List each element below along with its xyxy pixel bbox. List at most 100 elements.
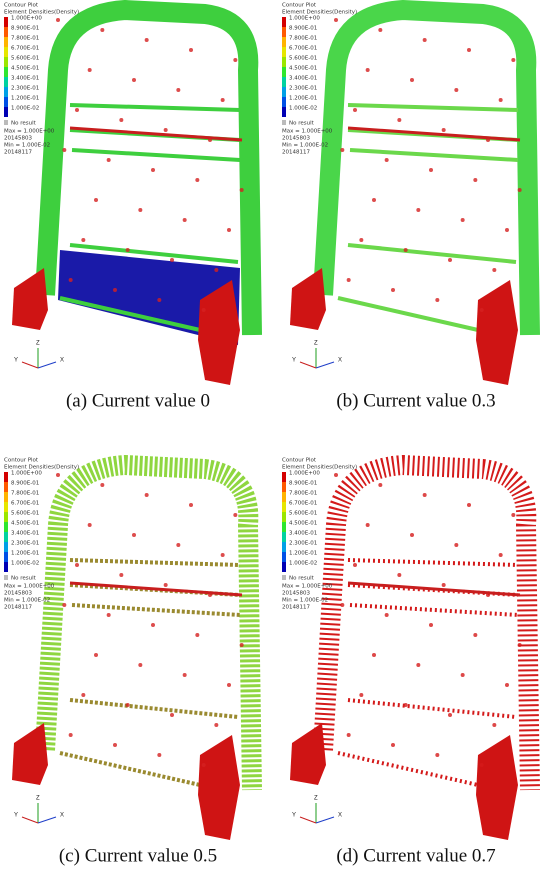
- density-spot: [372, 198, 376, 202]
- legend-swatch: [282, 532, 286, 542]
- density-spot: [366, 523, 370, 527]
- density-spot: [410, 533, 414, 537]
- legend-swatch: [282, 562, 286, 572]
- cross-bar: [348, 245, 516, 262]
- legend-max-id: 20145803: [4, 136, 32, 142]
- legend-level: 8.900E-01: [11, 26, 39, 32]
- legend-no-result: No result: [11, 576, 37, 582]
- legend-swatch: [4, 512, 8, 522]
- density-spot: [240, 643, 244, 647]
- density-spot: [145, 493, 149, 497]
- legend-swatch: [282, 552, 286, 562]
- density-spot: [107, 613, 111, 617]
- axis-arrow: [316, 362, 334, 368]
- density-spot: [132, 78, 136, 82]
- density-spot: [56, 473, 60, 477]
- legend-min: Min = 1.000E-02: [282, 143, 328, 149]
- legend-no-result: No result: [11, 121, 37, 127]
- density-spot: [340, 603, 344, 607]
- axis-arrow: [38, 362, 56, 368]
- legend-level: 1.200E-01: [11, 96, 39, 102]
- cross-bar: [70, 583, 242, 595]
- bracket: [12, 723, 48, 785]
- density-spot: [435, 753, 439, 757]
- density-spot: [372, 653, 376, 657]
- legend-no-result: No result: [289, 576, 315, 582]
- density-spot: [157, 298, 161, 302]
- legend-level: 3.400E-01: [11, 76, 39, 82]
- density-spot: [347, 733, 351, 737]
- axis-arrow: [300, 362, 316, 368]
- density-spot: [473, 633, 477, 637]
- axis-label: Y: [292, 813, 296, 819]
- density-spot: [119, 573, 123, 577]
- legend-level: 6.700E-01: [289, 501, 317, 507]
- legend-swatch: [4, 492, 8, 502]
- legend-level: 6.700E-01: [11, 46, 39, 52]
- density-spot: [353, 563, 357, 567]
- bracket: [12, 268, 48, 330]
- legend-min-id: 20148117: [282, 150, 310, 156]
- density-spot: [334, 18, 338, 22]
- cross-bar: [350, 605, 518, 615]
- legend-level: 5.600E-01: [289, 511, 317, 517]
- density-spot: [492, 268, 496, 272]
- seat-frame: [323, 10, 530, 335]
- density-spot: [94, 198, 98, 202]
- density-spot: [511, 513, 515, 517]
- cross-bar: [348, 105, 518, 110]
- legend-swatch: [4, 37, 8, 47]
- axis-label: Y: [14, 358, 18, 364]
- density-spot: [69, 733, 73, 737]
- density-spot: [454, 543, 458, 547]
- legend-level: 1.200E-01: [289, 551, 317, 557]
- density-spot: [88, 523, 92, 527]
- density-spot: [397, 118, 401, 122]
- axis-arrow: [22, 362, 38, 368]
- legend-level: 7.800E-01: [289, 36, 317, 42]
- legend-level: 6.700E-01: [289, 46, 317, 52]
- axis-label: X: [338, 813, 342, 819]
- cross-bar: [72, 605, 240, 615]
- legend-level: 1.200E-01: [11, 551, 39, 557]
- legend-swatch: [282, 512, 286, 522]
- legend-level: 5.600E-01: [11, 511, 39, 517]
- density-spot: [183, 673, 187, 677]
- axis-label: Z: [36, 796, 40, 802]
- legend-level: 4.500E-01: [289, 66, 317, 72]
- density-spot: [347, 278, 351, 282]
- density-spot: [467, 48, 471, 52]
- density-spot: [448, 713, 452, 717]
- legend-swatch: [282, 37, 286, 47]
- density-spot: [353, 108, 357, 112]
- density-spot: [176, 543, 180, 547]
- axis-arrow: [316, 817, 334, 823]
- density-spot: [145, 38, 149, 42]
- axis-label: Z: [36, 341, 40, 347]
- density-spot: [208, 593, 212, 597]
- axis-label: X: [60, 358, 64, 364]
- density-spot: [486, 138, 490, 142]
- axis-label: Y: [14, 813, 18, 819]
- legend-swatch: [4, 77, 8, 87]
- axis-label: X: [60, 813, 64, 819]
- density-spot: [429, 623, 433, 627]
- legend-level: 1.000E+00: [11, 16, 42, 22]
- density-spot: [429, 168, 433, 172]
- axis-label: X: [338, 358, 342, 364]
- legend-swatch: [4, 552, 8, 562]
- density-spot: [221, 98, 225, 102]
- legend-min-id: 20148117: [4, 150, 32, 156]
- density-spot: [461, 218, 465, 222]
- density-spot: [100, 483, 104, 487]
- legend-level: 3.400E-01: [289, 76, 317, 82]
- legend-swatch: [4, 562, 8, 572]
- caption: (c) Current value 0.5: [59, 845, 217, 866]
- density-spot: [486, 593, 490, 597]
- density-spot: [75, 108, 79, 112]
- density-spot: [138, 208, 142, 212]
- legend-level: 2.300E-01: [289, 541, 317, 547]
- density-spot: [480, 308, 484, 312]
- density-spot: [189, 48, 193, 52]
